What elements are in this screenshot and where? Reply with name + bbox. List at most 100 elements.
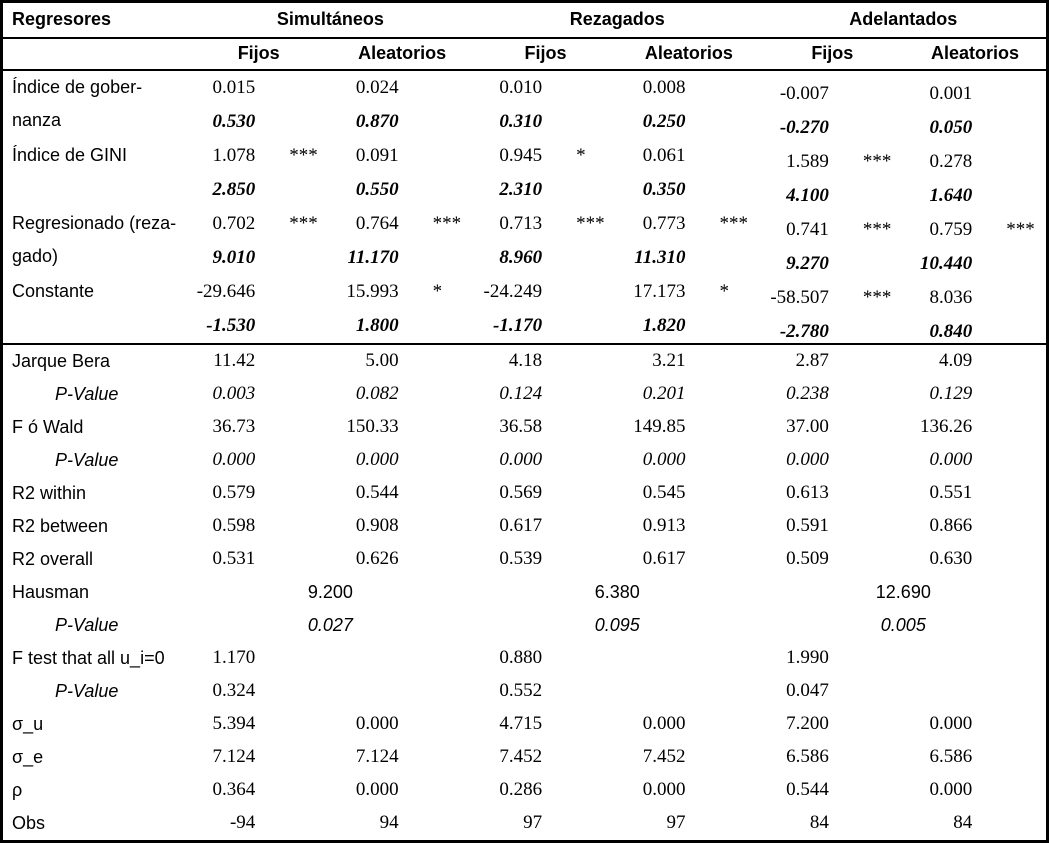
empty-star-cell xyxy=(576,774,617,807)
empty-value-cell xyxy=(330,642,432,675)
empty-star-cell xyxy=(433,675,474,708)
empty-star-cell xyxy=(576,378,617,411)
significance-stars xyxy=(1006,70,1047,105)
stat-value-cell: 0.364 xyxy=(212,779,256,800)
empty-star-cell xyxy=(863,173,904,207)
empty-star-cell xyxy=(719,241,760,275)
tstat-cell: 2.310 xyxy=(499,178,543,200)
stat-value-cell: 0.000 xyxy=(499,449,543,470)
empty-star-cell xyxy=(863,444,904,477)
tstat-row: 9.010 11.170 8.960 11.310 9.270 10.440 xyxy=(2,241,1048,275)
empty-star-cell xyxy=(719,510,760,543)
coef-cell: 0.001 xyxy=(929,82,973,104)
tstat-cell: 2.850 xyxy=(212,178,256,200)
empty-star-cell xyxy=(863,642,904,675)
empty-star-cell xyxy=(863,241,904,275)
empty-value-cell xyxy=(330,675,432,708)
stat-value-cell: 0.913 xyxy=(642,515,686,536)
coef-cell: 0.741 xyxy=(786,218,829,240)
significance-stars xyxy=(719,139,760,173)
regressor-label: Regresionado (reza- gado) xyxy=(12,212,177,266)
stat-value-cell: 3.21 xyxy=(617,342,720,378)
empty-star-cell xyxy=(289,378,330,411)
stat-value-cell: 4.09 xyxy=(904,342,1007,378)
empty-star-cell xyxy=(433,642,474,675)
tstat-cell: 1.820 xyxy=(642,314,686,336)
empty-star-cell xyxy=(433,444,474,477)
empty-star-cell xyxy=(433,708,474,741)
empty-star-cell xyxy=(433,378,474,411)
regressor-label: Constante xyxy=(12,280,95,301)
regressor-label: Índice de gober- nanza xyxy=(12,76,143,130)
stat-value-cell: 7.124 xyxy=(212,746,256,767)
stat-value-cell: 0.201 xyxy=(642,383,686,404)
stat-value-cell: 0.591 xyxy=(786,515,829,536)
empty-star-cell xyxy=(863,543,904,576)
empty-star-cell xyxy=(863,708,904,741)
empty-star-cell xyxy=(1006,741,1047,774)
tstat-row: 2.850 0.550 2.310 0.350 4.100 1.640 xyxy=(2,173,1048,207)
stat-value-cell: 0.000 xyxy=(642,713,686,734)
group-stat-value-cell: 9.200 xyxy=(307,581,353,602)
subheader-aleatorios-simultaneos: Aleatorios xyxy=(330,37,474,71)
stat-value-cell: 2.87 xyxy=(760,342,863,378)
empty-star-cell xyxy=(719,105,760,139)
stat-value-cell: 0.000 xyxy=(929,449,973,470)
empty-star-cell xyxy=(719,675,760,708)
stat-value-cell: 97 xyxy=(523,812,543,833)
empty-star-cell xyxy=(1006,642,1047,675)
coef-cell: 0.759 xyxy=(929,218,973,240)
tstat-cell: 0.350 xyxy=(642,178,686,200)
empty-star-cell xyxy=(433,807,474,842)
stat-label: R2 overall xyxy=(12,548,94,569)
group-stat-value-cell: 12.690 xyxy=(875,581,931,602)
empty-star-cell xyxy=(289,543,330,576)
coef-cell: 0.024 xyxy=(355,76,399,98)
stat-value-cell: 0.630 xyxy=(929,548,973,569)
subheader-row: Fijos Aleatorios Fijos Aleatorios Fijos … xyxy=(1,37,1048,71)
significance-stars xyxy=(433,139,474,173)
stat-value-cell: 0.613 xyxy=(786,482,829,503)
stat-label: R2 within xyxy=(12,482,87,503)
empty-star-cell xyxy=(719,543,760,576)
regressor-label: Índice de GINI xyxy=(12,144,128,165)
stat-value-cell: 0.866 xyxy=(929,515,973,536)
coef-cell: -58.507 xyxy=(770,286,829,308)
significance-stars: *** xyxy=(432,212,462,234)
empty-star-cell xyxy=(863,675,904,708)
empty-star-cell xyxy=(432,342,474,378)
stat-value-cell: 4.18 xyxy=(473,342,577,378)
stat-row: P-Value 0.027 0.095 0.005 xyxy=(2,609,1048,642)
empty-star-cell xyxy=(863,807,904,842)
empty-star-cell xyxy=(576,642,617,675)
stat-value-cell: 0.579 xyxy=(212,482,256,503)
tstat-cell: 9.010 xyxy=(212,246,256,268)
empty-value-cell xyxy=(904,642,1006,675)
empty-star-cell xyxy=(289,642,330,675)
significance-stars: *** xyxy=(289,212,318,234)
significance-stars xyxy=(289,275,330,309)
empty-star-cell xyxy=(576,342,618,378)
stat-value-cell: 0.000 xyxy=(355,779,399,800)
group-stat-value-cell: 0.095 xyxy=(594,614,640,635)
empty-star-cell xyxy=(576,675,617,708)
empty-star-cell xyxy=(433,543,474,576)
stat-label: Jarque Bera xyxy=(1,342,187,378)
coef-cell: 1.589 xyxy=(786,150,829,172)
fijos-stat-value-cell: 1.170 xyxy=(212,647,256,668)
empty-star-cell xyxy=(289,411,330,444)
coef-cell: 8.036 xyxy=(929,286,973,308)
tstat-cell: 0.250 xyxy=(642,110,686,132)
tstat-cell: 10.440 xyxy=(920,252,973,274)
stat-value-cell: 0.544 xyxy=(355,482,399,503)
empty-star-cell xyxy=(1006,241,1047,275)
group-stat-value-cell: 0.027 xyxy=(307,614,353,635)
empty-star-cell xyxy=(1006,708,1047,741)
tstat-cell: 9.270 xyxy=(786,252,829,274)
group-header-adelantados: Adelantados xyxy=(760,1,1048,39)
empty-corner-cell xyxy=(1,37,187,71)
empty-value-cell xyxy=(904,675,1006,708)
empty-star-cell xyxy=(719,309,760,344)
empty-star-cell xyxy=(862,342,905,378)
